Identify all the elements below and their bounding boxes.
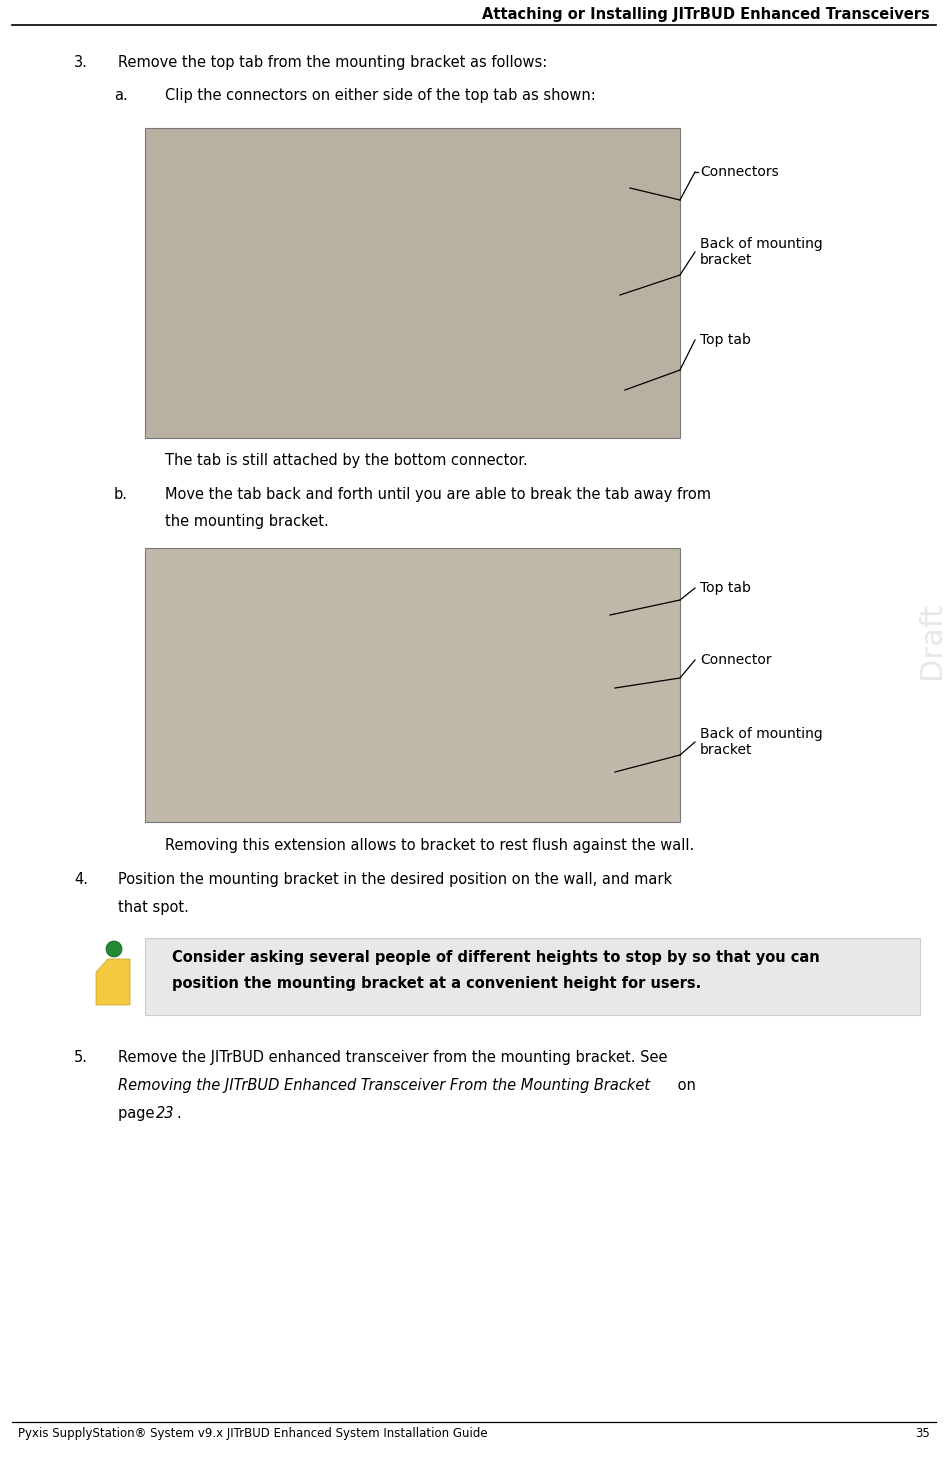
Text: 23: 23 xyxy=(156,1107,174,1121)
Circle shape xyxy=(106,942,122,956)
Text: Top tab: Top tab xyxy=(700,581,751,596)
Text: The tab is still attached by the bottom connector.: The tab is still attached by the bottom … xyxy=(165,453,528,469)
Text: on: on xyxy=(673,1077,696,1094)
Text: .: . xyxy=(176,1107,181,1121)
Text: Position the mounting bracket in the desired position on the wall, and mark: Position the mounting bracket in the des… xyxy=(118,872,672,888)
Text: Consider asking several people of different heights to stop by so that you can: Consider asking several people of differ… xyxy=(172,950,820,965)
Bar xyxy=(145,548,680,822)
Text: 35: 35 xyxy=(915,1426,930,1440)
Text: position the mounting bracket at a convenient height for users.: position the mounting bracket at a conve… xyxy=(172,975,702,991)
Text: Back of mounting
bracket: Back of mounting bracket xyxy=(700,237,823,267)
Text: Attaching or Installing JITrBUD Enhanced Transceivers: Attaching or Installing JITrBUD Enhanced… xyxy=(483,7,930,22)
Text: 4.: 4. xyxy=(74,872,88,888)
Text: that spot.: that spot. xyxy=(118,899,189,915)
Bar xyxy=(145,937,920,1015)
Text: Connectors: Connectors xyxy=(700,165,778,180)
Text: Pyxis SupplyStation® System v9.x JITrBUD Enhanced System Installation Guide: Pyxis SupplyStation® System v9.x JITrBUD… xyxy=(18,1426,487,1440)
Text: Back of mounting
bracket: Back of mounting bracket xyxy=(700,727,823,758)
Text: the mounting bracket.: the mounting bracket. xyxy=(165,514,329,529)
Text: 3.: 3. xyxy=(74,55,88,70)
Text: Remove the JITrBUD enhanced transceiver from the mounting bracket. See: Remove the JITrBUD enhanced transceiver … xyxy=(118,1050,667,1064)
Text: a.: a. xyxy=(115,88,128,104)
Text: 5.: 5. xyxy=(74,1050,88,1064)
Text: Remove the top tab from the mounting bracket as follows:: Remove the top tab from the mounting bra… xyxy=(118,55,547,70)
Text: Move the tab back and forth until you are able to break the tab away from: Move the tab back and forth until you ar… xyxy=(165,488,711,502)
Text: Top tab: Top tab xyxy=(700,333,751,347)
Text: Connector: Connector xyxy=(700,653,772,667)
Text: b.: b. xyxy=(114,488,128,502)
Polygon shape xyxy=(96,959,130,1004)
Text: page: page xyxy=(118,1107,159,1121)
Text: Removing the JITrBUD Enhanced Transceiver From the Mounting Bracket: Removing the JITrBUD Enhanced Transceive… xyxy=(118,1077,650,1094)
Text: Clip the connectors on either side of the top tab as shown:: Clip the connectors on either side of th… xyxy=(165,88,595,104)
Bar xyxy=(145,128,680,438)
Text: Draft: Draft xyxy=(918,602,946,679)
Text: Removing this extension allows to bracket to rest flush against the wall.: Removing this extension allows to bracke… xyxy=(165,838,694,853)
